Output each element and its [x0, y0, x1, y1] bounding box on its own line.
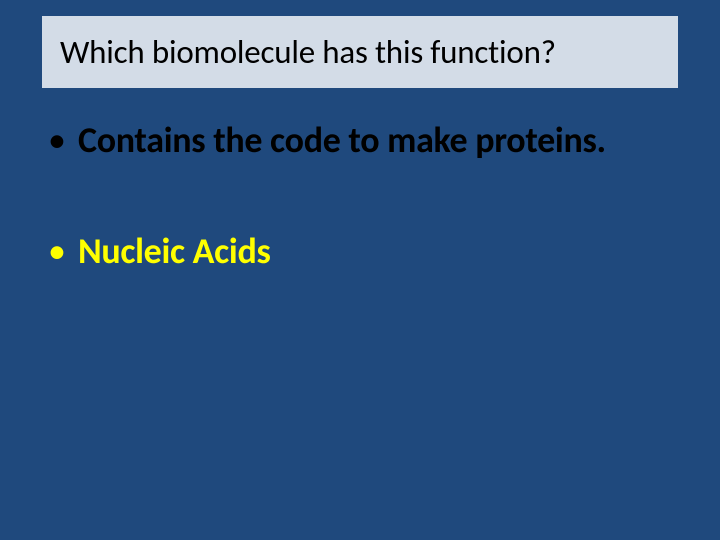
bullet-marker-icon: •	[48, 231, 66, 272]
title-card: Which biomolecule has this function?	[42, 16, 678, 88]
bullet-marker-icon: •	[48, 120, 66, 161]
slide-body: • Contains the code to make proteins. • …	[42, 120, 678, 343]
bullet-item: • Nucleic Acids	[42, 231, 678, 272]
slide-title: Which biomolecule has this function?	[60, 34, 556, 70]
slide: Which biomolecule has this function? • C…	[0, 0, 720, 540]
bullet-text: Contains the code to make proteins.	[78, 120, 606, 161]
bullet-item: • Contains the code to make proteins.	[42, 120, 678, 161]
bullet-text: Nucleic Acids	[78, 231, 271, 272]
